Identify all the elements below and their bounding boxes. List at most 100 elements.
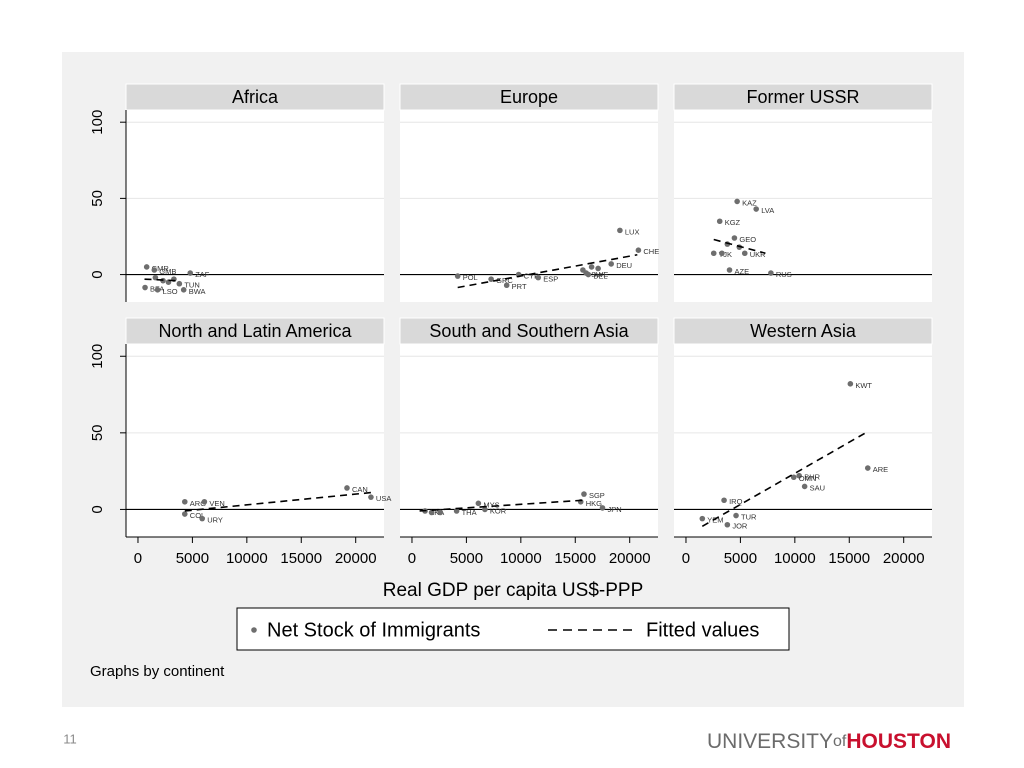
panel-title: Africa <box>232 87 279 107</box>
data-point <box>453 508 460 514</box>
point-label: SWE <box>591 270 608 279</box>
point-label: COL <box>190 511 205 520</box>
data-point <box>154 287 161 293</box>
x-tick-label: 20000 <box>335 550 377 567</box>
point-label: LSO <box>163 287 178 296</box>
fitted-line <box>713 238 766 255</box>
data-point <box>734 198 740 205</box>
y-tick-label: 50 <box>89 190 106 207</box>
data-point <box>143 264 150 270</box>
point-label: ZAF <box>195 270 210 279</box>
plot-area <box>126 110 384 302</box>
data-point <box>344 485 350 491</box>
point-label: TUR <box>741 513 757 522</box>
point-label: DEU <box>616 261 632 270</box>
plot-area <box>674 110 932 302</box>
data-point <box>181 511 188 517</box>
point-label: GEO <box>739 235 756 244</box>
point-label: AZE <box>735 267 750 276</box>
data-point <box>535 274 542 281</box>
data-point <box>142 284 148 291</box>
fitted-line <box>419 499 583 512</box>
data-point <box>488 276 494 282</box>
data-point <box>864 465 871 471</box>
panel-title: North and Latin America <box>158 321 352 341</box>
logo-of: of <box>833 733 847 750</box>
data-point <box>731 235 738 241</box>
data-point <box>180 287 187 293</box>
point-label: CYP <box>524 272 539 281</box>
point-label: POL <box>463 273 478 282</box>
x-tick-label: 5000 <box>450 550 483 567</box>
point-label: LKA <box>430 508 444 517</box>
data-point <box>801 483 808 490</box>
point-label: URY <box>207 516 223 525</box>
legend-box <box>236 607 790 651</box>
y-tick-label: 0 <box>89 505 106 513</box>
point-label: CAN <box>352 485 368 494</box>
data-point <box>847 381 854 387</box>
legend-marker <box>251 627 257 633</box>
x-tick-label: 15000 <box>828 550 870 567</box>
point-label: HKG <box>586 499 602 508</box>
panel-title: Former USSR <box>746 87 859 107</box>
x-tick-label: 20000 <box>883 550 925 567</box>
point-label: SAU <box>810 483 825 492</box>
point-label: KAZ <box>742 198 757 207</box>
slide-number: 11 <box>63 731 77 746</box>
logo-name: HOUSTON <box>846 730 951 753</box>
data-point <box>608 261 614 267</box>
data-point <box>796 472 802 479</box>
x-tick-label: 5000 <box>724 550 757 567</box>
data-point <box>199 515 206 522</box>
point-label: JPN <box>607 505 621 514</box>
point-label: VEN <box>209 499 224 508</box>
plot-area <box>674 344 932 537</box>
fitted-line <box>457 253 638 289</box>
point-label: LUX <box>625 227 640 236</box>
data-point <box>699 515 706 522</box>
panel-title: South and Southern Asia <box>429 321 629 341</box>
data-point <box>719 250 725 257</box>
data-point <box>437 509 444 516</box>
point-label: USA <box>376 494 391 503</box>
point-label: RUS <box>776 270 792 279</box>
logo: UNIVERSITYofHOUSTON <box>707 730 951 753</box>
y-tick-label: 100 <box>89 110 106 135</box>
point-label: BWA <box>189 287 206 296</box>
data-point <box>617 227 623 234</box>
point-label: GRC <box>496 276 513 285</box>
data-point <box>176 280 183 287</box>
point-label: SGP <box>589 491 605 500</box>
data-point <box>724 521 731 528</box>
data-point <box>595 265 601 272</box>
point-label: MYS <box>483 500 499 509</box>
x-tick-label: 10000 <box>226 550 268 567</box>
data-point <box>475 500 482 507</box>
data-point <box>454 273 461 279</box>
fitted-line <box>701 432 866 527</box>
data-point <box>721 497 727 504</box>
data-point <box>726 267 733 273</box>
point-label: ARG <box>190 499 206 508</box>
point-label: ARE <box>873 465 888 474</box>
point-label: CMR <box>152 264 170 273</box>
legend-label: Net Stock of Immigrants <box>267 619 480 641</box>
point-label: UKR <box>750 250 766 259</box>
y-tick-label: 100 <box>89 344 106 369</box>
data-point <box>151 267 158 273</box>
point-label: IRQ <box>729 497 743 506</box>
x-tick-label: 15000 <box>280 550 322 567</box>
data-point <box>503 282 510 289</box>
data-point <box>581 491 587 497</box>
data-point <box>583 270 589 276</box>
point-label: TJK <box>719 250 732 259</box>
legend-label: Fitted values <box>646 619 759 641</box>
data-point <box>201 498 208 505</box>
panel-title: Western Asia <box>750 321 857 341</box>
data-point <box>716 218 723 225</box>
note: Graphs by continent <box>90 663 225 680</box>
panel-strip <box>125 83 385 111</box>
data-point <box>710 250 717 257</box>
logo-prefix: UNIVERSITY <box>707 730 833 753</box>
